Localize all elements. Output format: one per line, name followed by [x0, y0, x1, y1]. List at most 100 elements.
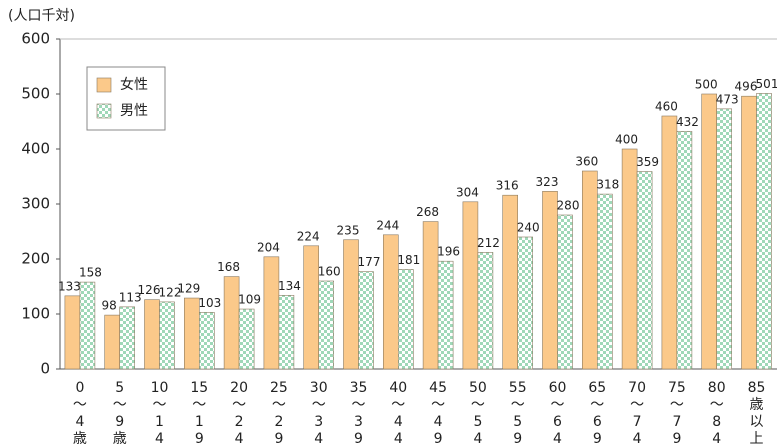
bar [303, 245, 320, 370]
bar [636, 171, 653, 370]
value-label: 359 [636, 155, 659, 169]
x-tick-label: 60〜64歳 [549, 380, 567, 447]
x-tick-label: 75〜79歳 [668, 380, 686, 447]
value-label: 103 [198, 296, 221, 310]
bar [318, 280, 335, 370]
y-tick-label: 300 [21, 195, 50, 213]
x-tick-label: 20〜24歳 [230, 380, 248, 447]
value-label: 122 [159, 285, 182, 299]
value-label: 224 [297, 229, 320, 243]
bar [397, 269, 414, 370]
bar [422, 221, 439, 370]
bar [557, 214, 573, 370]
bar [596, 193, 613, 370]
bar [502, 194, 519, 370]
bar [437, 260, 454, 370]
x-tick-label: 65〜69歳 [588, 380, 606, 447]
bar [343, 239, 359, 370]
value-label: 177 [358, 255, 381, 269]
bar [358, 271, 374, 370]
value-label: 196 [437, 245, 460, 259]
value-label: 133 [58, 279, 81, 293]
value-label: 204 [257, 240, 280, 254]
x-tick-label: 10〜14歳 [151, 380, 169, 447]
bar [741, 95, 757, 370]
x-tick-label: 85 歳以上 [748, 380, 766, 447]
x-tick-label: 70〜74歳 [628, 380, 646, 447]
value-label: 460 [655, 100, 678, 114]
bar [119, 306, 135, 370]
value-label: 244 [376, 218, 399, 232]
value-label: 280 [557, 199, 580, 213]
bar [716, 108, 733, 370]
bar [223, 276, 240, 370]
x-tick-label: 80〜84歳 [708, 380, 726, 447]
x-tick-label: 30〜34歳 [310, 380, 328, 447]
bar [199, 312, 215, 370]
x-tick-label: 35〜39歳 [350, 380, 368, 447]
x-tick-label: 45〜49歳 [429, 380, 447, 447]
bar [79, 281, 96, 370]
x-tick-label: 50〜54歳 [469, 380, 487, 447]
x-tick-label: 40〜44歳 [389, 380, 407, 447]
x-tick-label: 25〜29歳 [270, 380, 288, 447]
value-label: 496 [735, 80, 758, 94]
bar [676, 131, 693, 370]
bar [701, 93, 718, 370]
value-label: 212 [477, 236, 500, 250]
legend-swatch [96, 103, 112, 119]
bar [184, 297, 200, 370]
value-label: 316 [496, 179, 519, 193]
value-label: 181 [397, 253, 420, 267]
bar [263, 256, 280, 370]
value-label: 360 [575, 155, 598, 169]
x-tick-label: 5 〜 9 歳 [113, 380, 127, 447]
value-label: 318 [596, 178, 619, 192]
value-label: 129 [177, 282, 200, 296]
x-tick-label: 15〜19歳 [190, 380, 208, 447]
value-label: 158 [79, 266, 102, 280]
value-label: 235 [337, 223, 360, 237]
value-label: 323 [536, 175, 559, 189]
legend-box [86, 66, 166, 131]
value-label: 304 [456, 185, 479, 199]
value-label: 134 [278, 279, 301, 293]
bar [382, 234, 399, 370]
bar [542, 191, 558, 370]
bar [144, 299, 160, 370]
value-label: 432 [676, 115, 699, 129]
bar [756, 93, 772, 370]
value-label: 501 [756, 77, 777, 91]
y-tick-label: 200 [21, 250, 50, 268]
y-tick-label: 400 [21, 140, 50, 158]
bar [462, 201, 479, 370]
legend-swatch [96, 77, 112, 93]
value-label: 268 [416, 205, 439, 219]
value-label: 109 [238, 293, 261, 307]
x-tick-label: 55〜59歳 [509, 380, 527, 447]
value-label: 500 [695, 78, 718, 92]
value-label: 126 [138, 283, 161, 297]
value-label: 240 [517, 221, 540, 235]
y-tick-label: 600 [21, 30, 50, 48]
value-label: 113 [119, 290, 142, 304]
x-tick-label: 0 〜 4 歳 [73, 380, 87, 447]
legend-label: 男性 [120, 103, 148, 119]
y-tick-label: 0 [40, 360, 50, 378]
bar [661, 115, 678, 370]
legend-label: 女性 [120, 76, 148, 93]
value-label: 473 [716, 92, 739, 106]
value-label: 168 [217, 260, 240, 274]
bar [238, 308, 255, 370]
value-label: 160 [318, 265, 341, 279]
value-label: 400 [615, 133, 638, 147]
bar [278, 294, 295, 370]
bar [477, 252, 494, 370]
bar [159, 301, 175, 370]
value-label: 98 [102, 299, 117, 313]
y-tick-label: 500 [21, 85, 50, 103]
bar [64, 295, 81, 370]
bar [581, 170, 598, 370]
y-axis-label: (人口千対) [8, 8, 75, 24]
